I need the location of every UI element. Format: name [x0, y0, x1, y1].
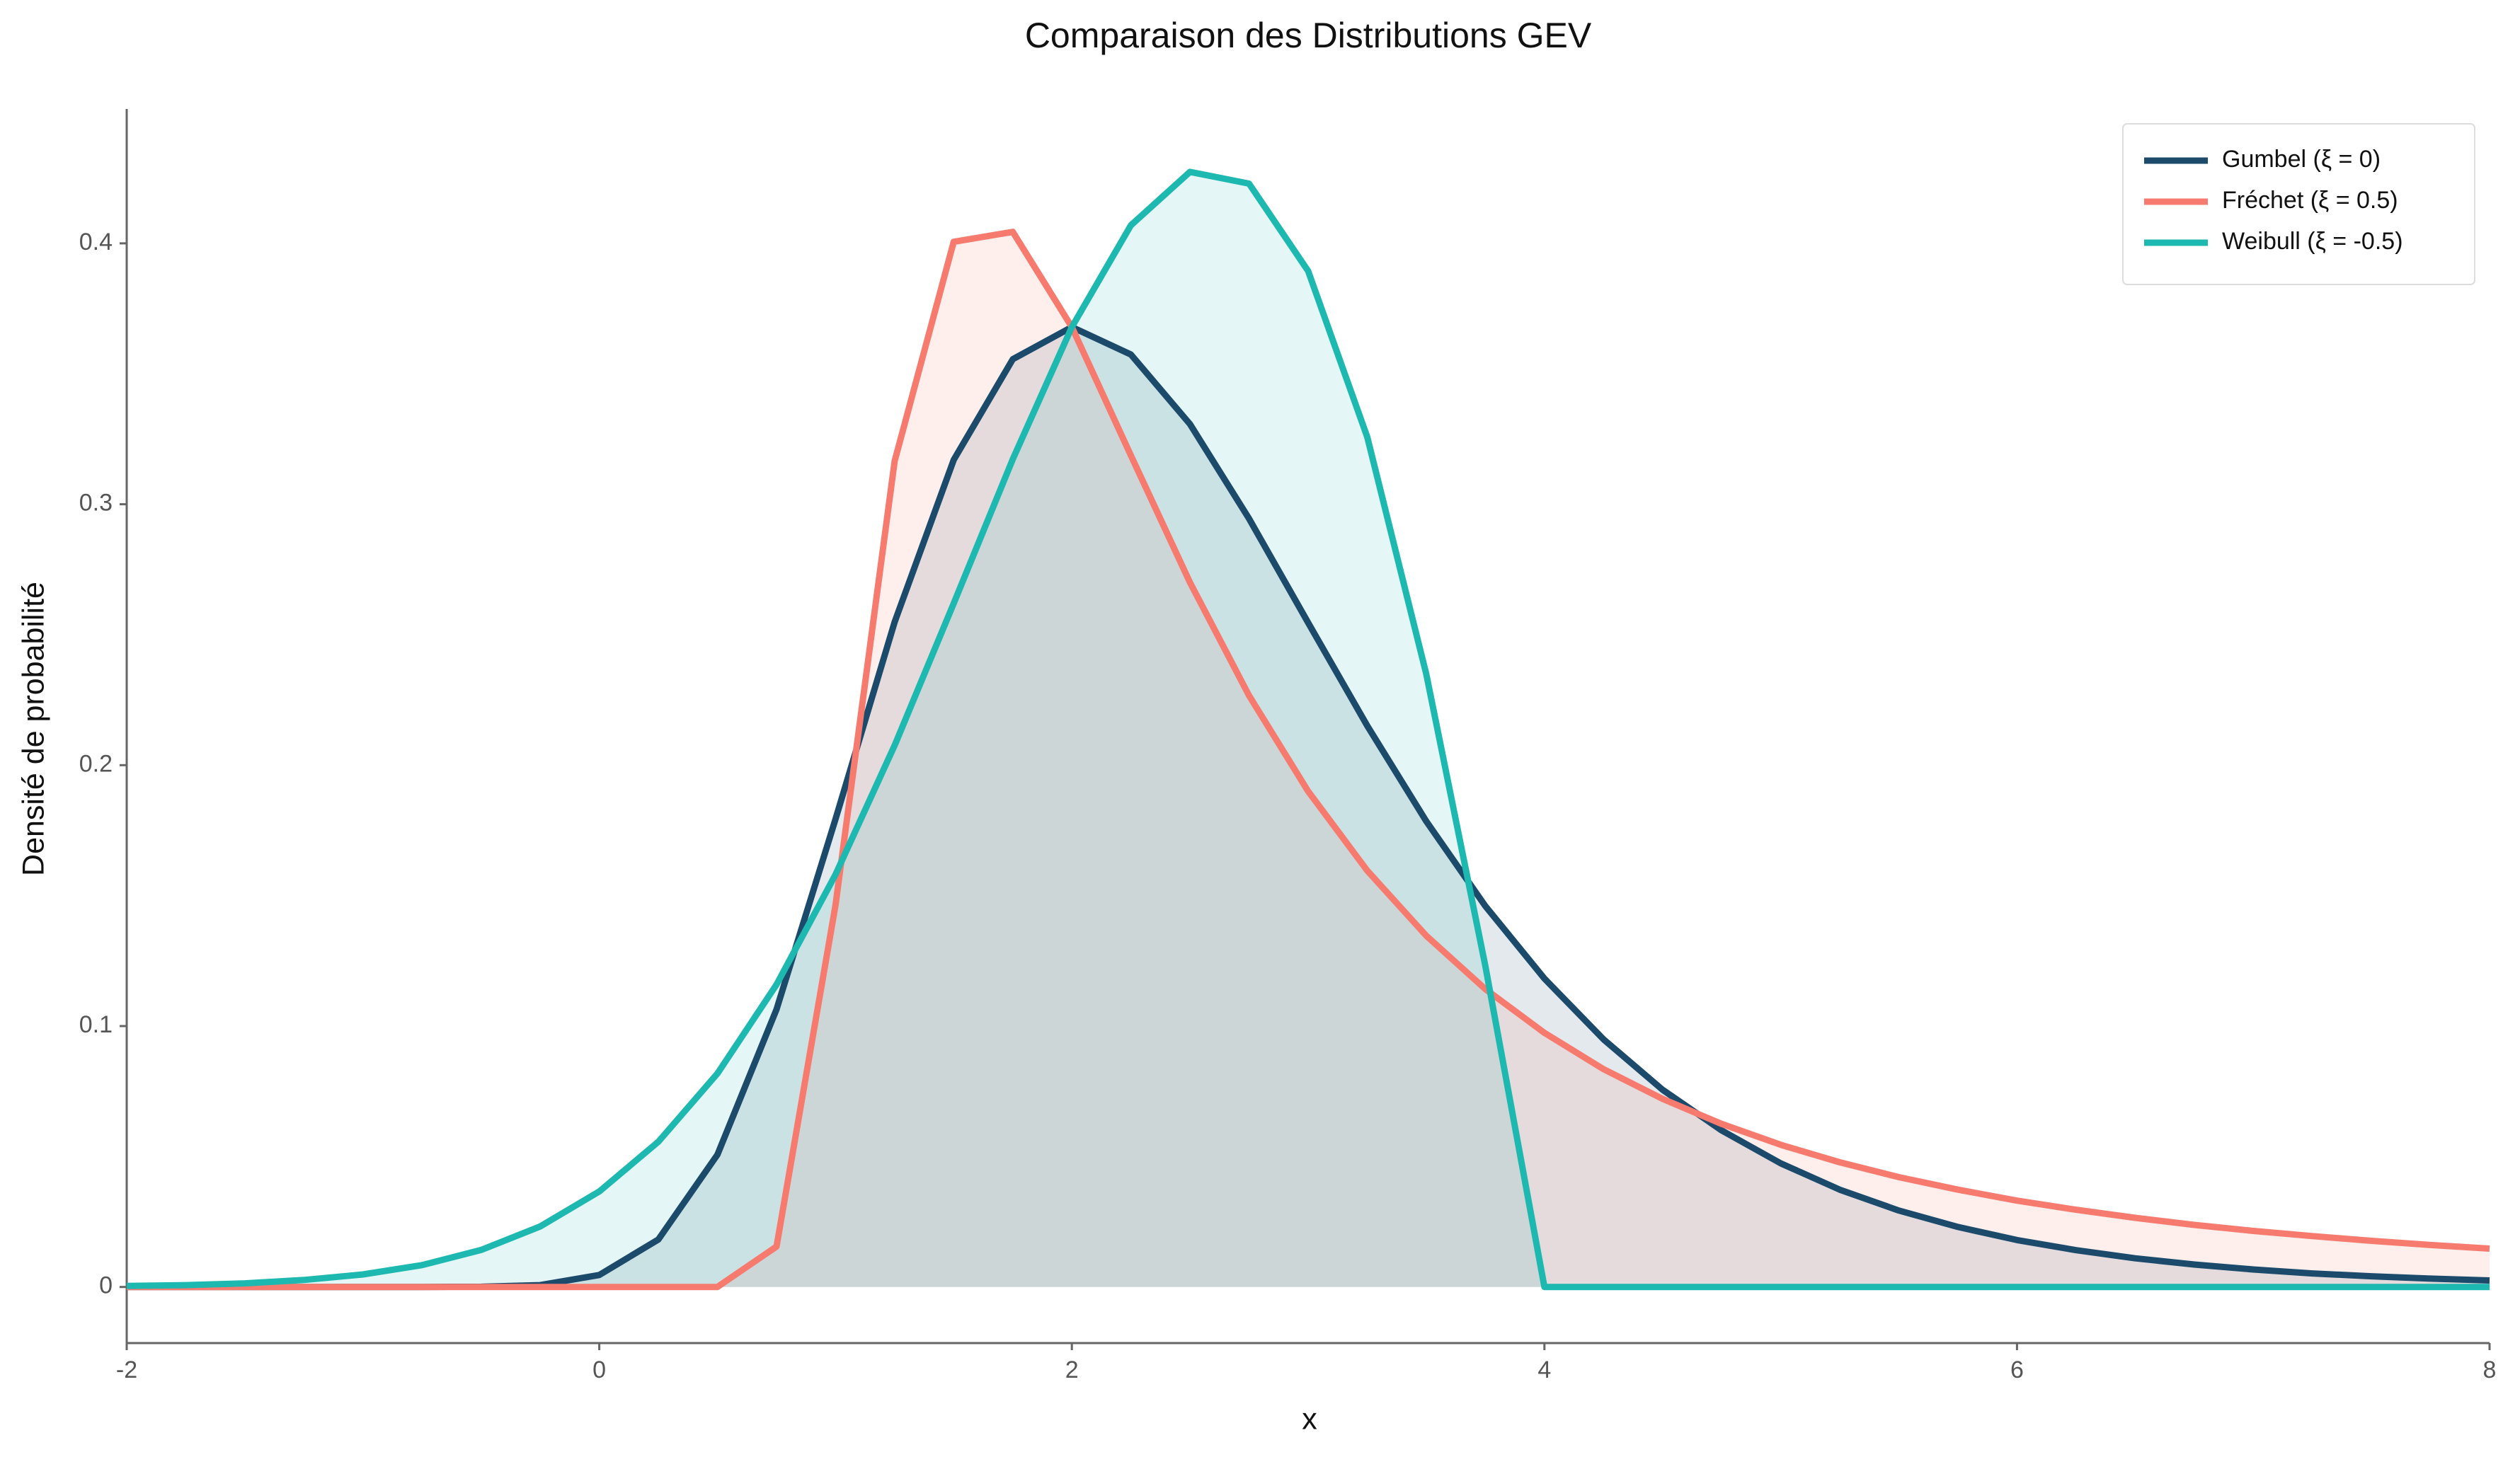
x-axis-label: x — [1302, 1402, 1317, 1436]
area — [127, 327, 2490, 1287]
x-tick-label: 6 — [2010, 1357, 2024, 1383]
legend-box — [2122, 123, 2475, 285]
y-tick-label: 0.1 — [79, 1011, 113, 1038]
legend-label: Gumbel (ξ = 0) — [2222, 146, 2381, 173]
y-tick-label: 0.3 — [79, 490, 113, 517]
area — [127, 171, 2490, 1287]
plot-area — [126, 168, 2490, 1291]
x-tick-label: 8 — [2483, 1357, 2497, 1383]
legend-label: Fréchet (ξ = 0.5) — [2222, 187, 2398, 214]
x-tick-label: 4 — [1537, 1357, 1551, 1383]
legend: Gumbel (ξ = 0) Fréchet (ξ = 0.5) Weibull (… — [2122, 123, 2475, 285]
x-tick-label: 0 — [592, 1357, 606, 1383]
x-tick-label: -2 — [116, 1357, 137, 1383]
chart-title: Comparaison des Distributions GEV — [1025, 16, 1592, 55]
area — [127, 231, 2490, 1287]
y-tick-label: 0 — [99, 1272, 113, 1299]
x-tick-label: 2 — [1065, 1357, 1079, 1383]
y-axis-label: Densité de probabilité — [16, 582, 50, 876]
y-tick-label: 0.4 — [79, 229, 113, 255]
line — [127, 229, 2490, 1291]
line — [126, 168, 2490, 1291]
y-tick-label: 0.2 — [79, 750, 113, 777]
legend-label: Weibull (ξ = -0.5) — [2222, 228, 2403, 255]
